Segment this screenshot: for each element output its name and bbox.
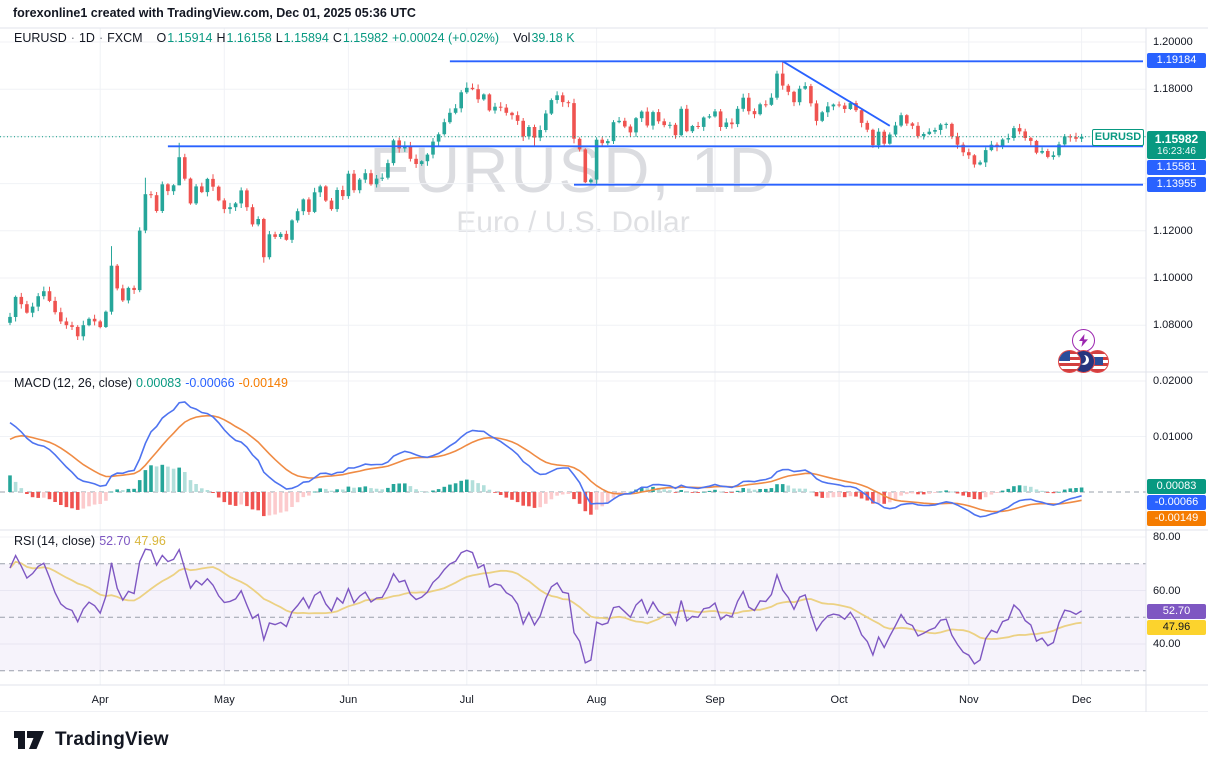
lightning-event-icon[interactable] (1072, 329, 1095, 352)
rsi-legend[interactable]: RSI (14, close) 52.70 47.96 (14, 534, 166, 548)
axis-tick-label: 60.00 (1153, 584, 1181, 597)
axis-tick-label: 80.00 (1153, 531, 1181, 543)
rsi-ma-value: 47.96 (134, 534, 166, 548)
bar-countdown: 16:23:46 (1157, 146, 1196, 157)
macd-line-badge: -0.00066 (1147, 495, 1206, 510)
macd-signal-badge: -0.00149 (1147, 511, 1206, 526)
open-value: 1.15914 (167, 31, 213, 45)
axis-tick-label: 40.00 (1153, 638, 1181, 650)
close-value: 1.15982 (342, 31, 389, 45)
legend-symbol: EURUSD (14, 31, 67, 45)
axis-tick-label: 1.20000 (1153, 36, 1193, 48)
time-axis-label-apr: Apr (91, 694, 109, 706)
last-price: 1.15982 (1154, 132, 1199, 146)
chart-canvas[interactable] (0, 0, 1208, 712)
change-value: +0.00024 (+0.02%) (392, 31, 500, 45)
tradingview-logo-icon (14, 731, 44, 749)
us-flag-icon (1058, 350, 1081, 373)
level-badge-mid: 1.15581 (1147, 160, 1206, 175)
price-line-symbol-label: EURUSD (1092, 129, 1144, 146)
tradingview-attribution-logo[interactable]: TradingView (13, 728, 169, 752)
axis-tick-label: 1.10000 (1153, 272, 1193, 284)
rsi-title: RSI (14, 534, 35, 548)
time-axis-label-aug: Aug (586, 694, 607, 706)
axis-tick-label: 1.08000 (1153, 319, 1193, 332)
last-price-badge: 1.15982 16:23:46 (1147, 131, 1206, 159)
legend-interval: 1D (78, 31, 95, 45)
tradingview-logo-text: TradingView (55, 729, 169, 750)
macd-legend[interactable]: MACD (12, 26, close) 0.00083 -0.00066 -0.001… (14, 376, 288, 390)
low-value: 1.15894 (283, 31, 329, 45)
rsi-value: 52.70 (99, 534, 131, 548)
axis-tick-label: 0.02000 (1153, 375, 1193, 387)
level-badge-high: 1.19184 (1147, 53, 1206, 68)
macd-line-value: -0.00066 (185, 376, 235, 390)
high-value: 1.16158 (226, 31, 272, 45)
rsi-value-badge: 52.70 (1147, 604, 1206, 619)
time-axis-label-nov: Nov (959, 694, 979, 706)
rsi-ma-badge: 47.96 (1147, 620, 1206, 635)
time-axis-label-oct: Oct (830, 694, 848, 706)
macd-hist-badge: 0.00083 (1147, 479, 1206, 494)
main-legend[interactable]: EURUSD · 1D · FXCM O1.15914 H1.16158 L1.15894 C1… (14, 31, 575, 45)
time-axis-label-sep: Sep (705, 694, 725, 706)
axis-tick-label: 0.01000 (1153, 430, 1193, 443)
macd-signal-value: -0.00149 (238, 376, 288, 390)
time-axis-label-jul: Jul (459, 694, 474, 706)
axis-tick-label: 1.18000 (1153, 83, 1193, 96)
time-axis-label-jun: Jun (339, 694, 358, 706)
macd-hist-value: 0.00083 (136, 376, 182, 390)
time-axis-label-dec: Dec (1071, 694, 1092, 706)
economic-events-flag-icons[interactable] (1058, 350, 1118, 376)
legend-exchange: FXCM (107, 31, 143, 45)
axis-tick-label: 1.12000 (1153, 224, 1193, 237)
attribution-text: forexonline1 created with TradingView.co… (13, 6, 416, 20)
lightning-bolt-icon (1079, 334, 1088, 347)
macd-title: MACD (14, 376, 51, 390)
time-axis-label-may: May (213, 694, 235, 706)
volume-value: 39.18 K (531, 31, 575, 45)
level-badge-low: 1.13955 (1147, 177, 1206, 192)
